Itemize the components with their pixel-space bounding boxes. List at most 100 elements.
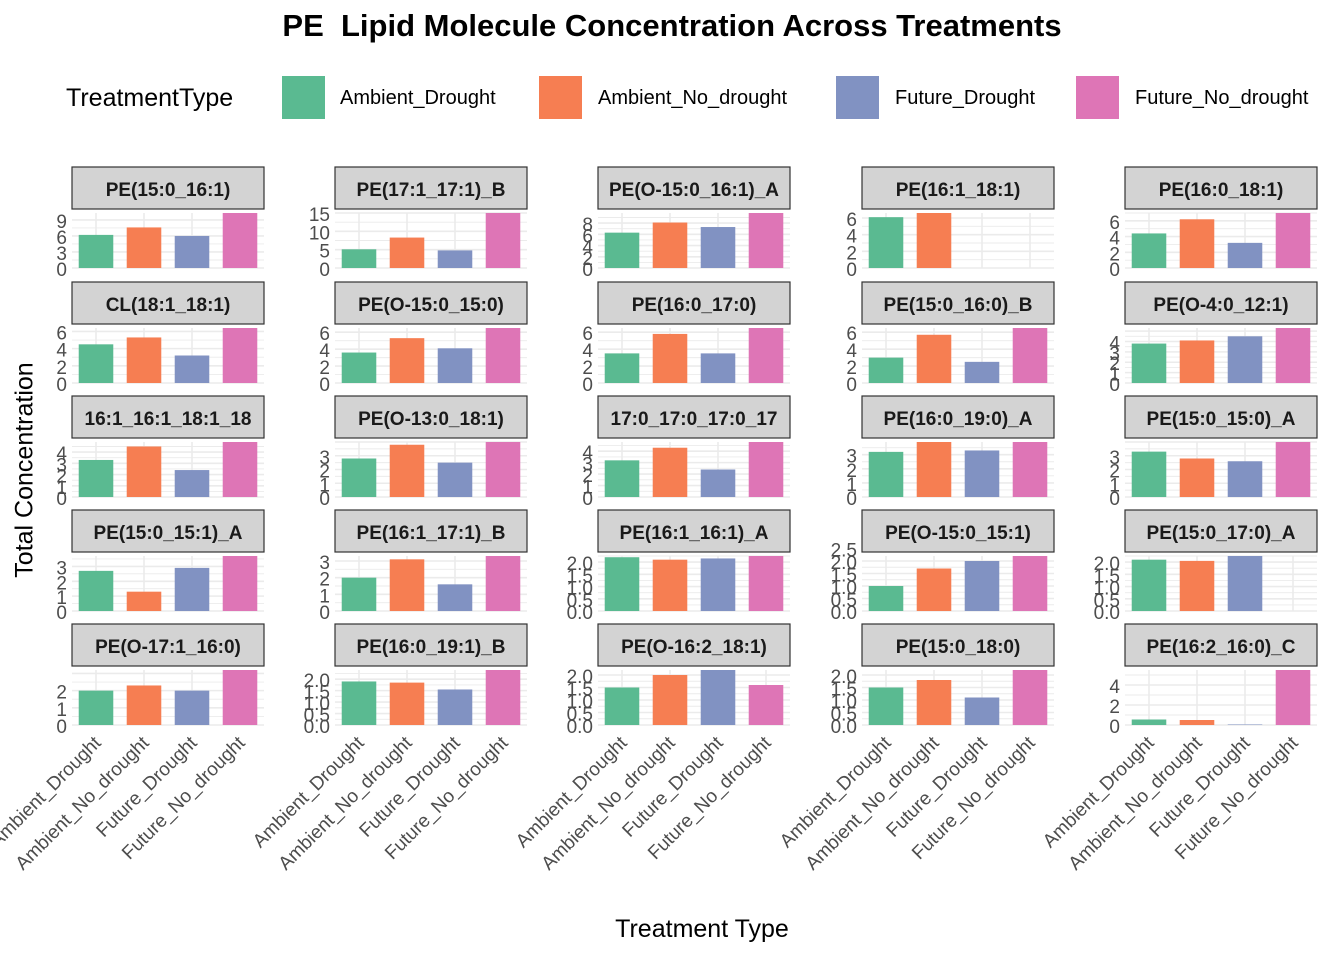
y-tick-label: 4 <box>1109 677 1120 698</box>
bar-future-no-drought <box>485 328 521 383</box>
y-tick-label: 5 <box>319 242 330 263</box>
y-tick-label: 3 <box>582 455 593 476</box>
bar-future-drought <box>1227 242 1263 268</box>
bar-ambient-no-drought <box>1179 219 1215 268</box>
bar-ambient-no-drought <box>916 568 952 611</box>
facet-strip-label: PE(17:1_17:1)_B <box>357 180 506 201</box>
legend-label-future-no-drought: Future_No_drought <box>1135 87 1309 109</box>
bar-future-drought <box>1227 461 1263 497</box>
y-tick-label: 2 <box>1109 697 1120 718</box>
bar-future-no-drought <box>748 328 784 383</box>
bar-ambient-drought <box>78 690 114 725</box>
facet-strip <box>334 395 528 439</box>
y-tick-label: 1.5 <box>831 566 857 587</box>
y-tick-label: 2.0 <box>567 554 593 575</box>
y-tick-label: 2 <box>1109 244 1120 265</box>
y-tick-label: 0 <box>582 489 593 510</box>
facet-strip-label: PE(15:0_18:0) <box>896 637 1021 658</box>
facet-strip <box>597 395 791 439</box>
legend-key-ambient-no-drought <box>539 76 582 119</box>
y-tick-label: 3 <box>56 244 67 265</box>
bar-future-no-drought <box>222 442 258 497</box>
y-tick-label: 1.0 <box>1094 579 1120 600</box>
facet-strip-label: PE(16:0_17:0) <box>632 295 757 316</box>
facet-strip <box>334 623 528 667</box>
facet-strip-label: PE(16:1_17:1)_B <box>357 523 506 544</box>
facet-strip-label: CL(18:1_18:1) <box>106 295 231 316</box>
facet-strip <box>334 166 528 210</box>
y-tick-label: 2 <box>56 573 67 594</box>
facet-strip-label: 16:1_16:1_18:1_18 <box>85 409 252 430</box>
y-tick-label: 2 <box>846 358 857 379</box>
bar-ambient-drought <box>604 687 640 725</box>
bar-future-no-drought <box>1275 328 1311 383</box>
y-tick-label: 4 <box>846 341 857 362</box>
facet-strip <box>1124 166 1318 210</box>
bar-ambient-no-drought <box>126 591 162 611</box>
y-tick-label: 2 <box>319 570 330 591</box>
facet-strip-label: PE(16:0_19:1)_B <box>357 637 506 658</box>
y-tick-label: 1.0 <box>567 579 593 600</box>
bar-ambient-drought <box>868 451 904 497</box>
bar-future-drought <box>437 689 473 725</box>
bar-future-no-drought <box>748 442 784 497</box>
bar-ambient-drought <box>604 353 640 383</box>
y-tick-label: 2 <box>582 466 593 487</box>
legend-key-future-drought <box>836 76 879 119</box>
x-axis-column-2: Ambient_DroughtAmbient_No_droughtFuture_… <box>249 732 513 874</box>
facet-strip <box>71 166 265 210</box>
y-tick-label: 3 <box>56 455 67 476</box>
bar-ambient-no-drought <box>916 213 952 268</box>
bar-future-drought <box>1227 724 1263 725</box>
facet-strip <box>1124 395 1318 439</box>
y-tick-label: 3 <box>319 553 330 574</box>
y-tick-label: 2 <box>319 462 330 483</box>
bar-future-drought <box>964 450 1000 497</box>
facet-strip <box>861 395 1055 439</box>
bar-future-no-drought <box>222 328 258 383</box>
bar-ambient-no-drought <box>652 559 688 611</box>
facet-strip <box>1124 281 1318 325</box>
facet-panel-pe-15-0-18-0: PE(15:0_18:0) 0.00.51.01.52.0 <box>831 623 1055 738</box>
y-tick-label: 2 <box>846 243 857 264</box>
bar-ambient-drought <box>1131 451 1167 497</box>
y-tick-label: 10 <box>309 223 330 244</box>
y-tick-label: 4 <box>582 443 593 464</box>
bar-ambient-no-drought <box>389 237 425 268</box>
y-tick-label: 0 <box>319 375 330 396</box>
y-tick-label: 2.0 <box>831 553 857 574</box>
y-tick-label: 1 <box>56 478 67 499</box>
y-tick-label: 1 <box>1109 365 1120 386</box>
y-tick-label: 3 <box>846 447 857 468</box>
bar-ambient-drought <box>1131 719 1167 725</box>
bar-ambient-drought <box>78 344 114 383</box>
bar-ambient-no-drought <box>1179 458 1215 497</box>
y-tick-label: 1 <box>319 586 330 607</box>
facet-strip-label: PE(O-17:1_16:0) <box>95 637 241 658</box>
facet-strip-label: PE(16:0_19:0)_A <box>884 409 1033 430</box>
facet-panel-pe-o-15-0-15-1: PE(O-15:0_15:1) 0.00.51.01.52.02.5 <box>831 509 1055 624</box>
y-tick-label: 1 <box>1109 475 1120 496</box>
facet-strip-label: PE(15:0_16:0)_B <box>884 295 1033 316</box>
y-tick-label: 2 <box>582 249 593 270</box>
y-tick-label: 0 <box>582 375 593 396</box>
bar-ambient-drought <box>1131 559 1167 611</box>
bar-future-drought <box>700 469 736 497</box>
bar-ambient-drought <box>341 352 377 383</box>
y-tick-label: 3 <box>1109 344 1120 365</box>
y-tick-label: 2 <box>1109 462 1120 483</box>
y-tick-label: 6 <box>56 323 67 344</box>
y-tick-label: 1.0 <box>567 692 593 713</box>
y-tick-label: 0 <box>319 603 330 624</box>
facet-panel-pe-o-16-2-18-1: PE(O-16:2_18:1) 0.00.51.01.52.0 <box>567 623 791 738</box>
x-axis-column-4: Ambient_DroughtAmbient_No_droughtFuture_… <box>776 732 1040 874</box>
y-tick-label: 0 <box>56 260 67 281</box>
facet-strip <box>71 281 265 325</box>
y-tick-label: 0.5 <box>831 705 857 726</box>
facet-strip <box>1124 509 1318 553</box>
y-tick-label: 6 <box>846 324 857 345</box>
